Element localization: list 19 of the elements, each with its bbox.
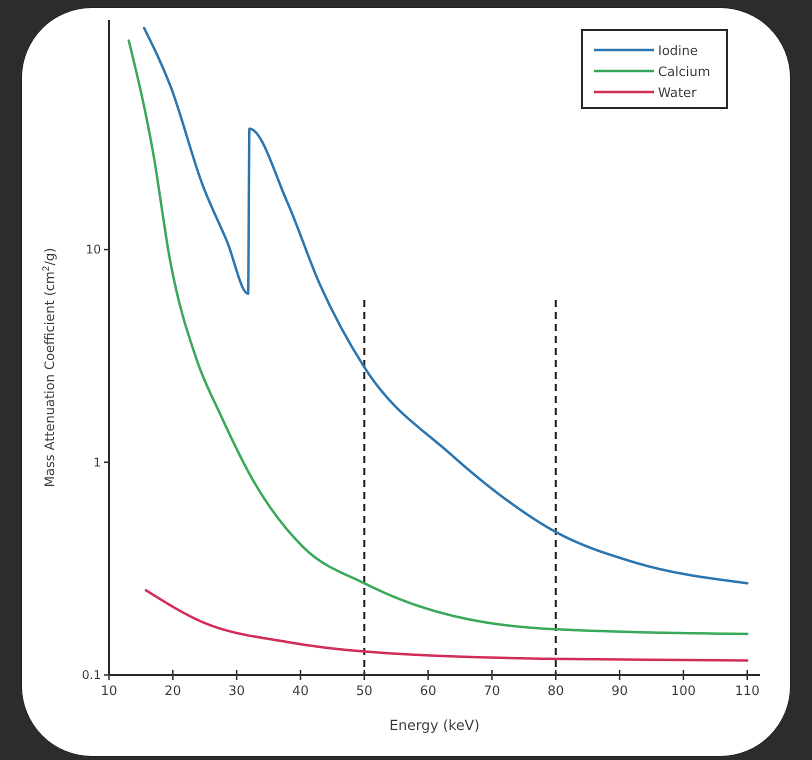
legend-label: Calcium	[658, 65, 710, 80]
line-series	[144, 589, 748, 662]
x-tick-label: 10	[100, 684, 118, 699]
x-tick-label: 90	[611, 684, 628, 699]
x-tick-label: 50	[356, 684, 373, 699]
x-tick-label: 100	[671, 684, 696, 699]
x-axis-title: Energy (keV)	[389, 718, 480, 734]
x-tick-label: 60	[420, 684, 436, 699]
y-tick-label: 1	[93, 455, 101, 470]
x-tick-label: 20	[164, 684, 182, 699]
legend-label: Iodine	[658, 44, 698, 59]
x-tick-label: 30	[228, 684, 245, 699]
x-tick-label: 80	[547, 684, 564, 699]
y-tick-label: 10	[86, 242, 101, 257]
y-tick-label: 0.1	[82, 668, 101, 682]
x-tick-label: 70	[484, 684, 500, 699]
x-tick-label: 40	[292, 684, 309, 699]
x-tick-label: 110	[734, 684, 760, 699]
legend-label: Water	[658, 86, 698, 101]
